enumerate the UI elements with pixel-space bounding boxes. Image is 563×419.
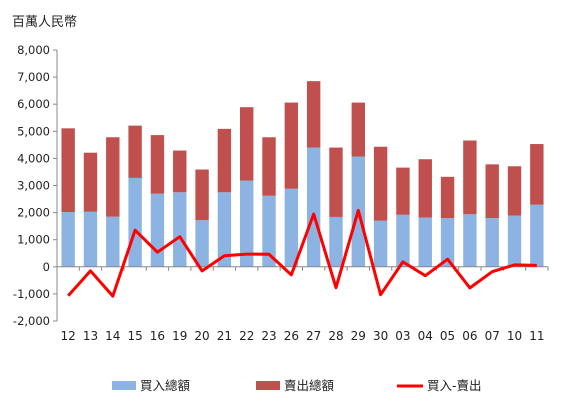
y-tick-label: 8,000 [17,43,50,57]
bar-buy-total [240,180,254,267]
bar-buy-total [217,192,232,267]
x-tick-label: 20 [194,329,209,343]
bar-sell-total [217,128,232,193]
legend-label-sell: 賣出總額 [284,378,335,393]
bar-buy-total [485,218,499,267]
x-tick-label: 22 [239,329,254,343]
bar-sell-total [396,167,410,215]
bar-sell-total [150,135,165,194]
bar-sell-total [262,137,276,196]
bar-sell-total [61,128,75,213]
bar-buy-total [418,217,432,267]
bar-sell-total [418,159,432,218]
x-tick-label: 10 [507,329,522,343]
y-tick-label: -1,000 [13,287,50,301]
bar-buy-total [61,212,75,267]
y-tick-label: 2,000 [17,206,50,220]
x-tick-label: 03 [395,329,410,343]
bar-sell-total [329,147,343,217]
y-tick-label: 1,000 [17,233,50,247]
bar-sell-total [128,125,142,178]
bar-sell-total [440,176,455,219]
bar-buy-total [173,192,187,267]
bar-buy-total [83,211,98,267]
bar-buy-total [195,220,209,267]
x-tick-label: 06 [462,329,477,343]
bar-sell-total [485,164,499,219]
bar-buy-total [463,214,477,267]
legend: 買入總額 賣出總額 買入-賣出 [112,378,482,393]
bar-buy-total [106,216,120,267]
bar-buy-total [329,216,343,267]
x-tick-label: 07 [485,329,500,343]
bar-buy-total [530,204,544,267]
bar-buy-total [373,220,388,267]
y-tick-label: 4,000 [17,151,50,165]
bar-sell-total [195,169,209,221]
x-tick-label: 14 [105,329,120,343]
legend-label-buy: 買入總額 [140,378,191,393]
x-tick-label: 11 [529,329,544,343]
bar-buy-total [128,177,142,267]
bar-sell-total [373,146,388,221]
x-tick-label: 27 [306,329,321,343]
bar-sell-total [507,166,522,216]
bar-sell-total [351,102,365,157]
unit-label: 百萬人民幣 [12,15,77,30]
bar-buy-total [262,195,276,267]
series-line-net [67,208,537,298]
y-tick-label: 6,000 [17,97,50,111]
x-tick-label: 21 [217,329,232,343]
bar-sell-total [463,140,477,215]
y-tick-label: 0 [43,260,50,274]
bar-sell-total [306,81,321,148]
y-tick-label: 5,000 [17,124,50,138]
y-tick-label: -2,000 [13,314,50,328]
y-tick-label: 7,000 [17,70,50,84]
bar-sell-total [530,144,544,205]
legend-swatch-sell [256,381,280,390]
bar-buy-total [306,147,321,267]
y-tick-label: 3,000 [17,179,50,193]
x-tick-label: 28 [328,329,343,343]
x-tick-label: 04 [418,329,433,343]
bar-buy-total [284,188,299,267]
x-tick-label: 16 [150,329,165,343]
legend-label-net: 買入-賣出 [427,378,482,393]
bar-sell-total [106,137,120,217]
plot-area: -2,000 -1,000 0 1,000 2,000 3,000 4,000 5,000 6,… [13,43,549,343]
legend-swatch-buy [112,381,136,390]
x-tick-label: 23 [261,329,276,343]
bar-buy-total [507,215,522,267]
x-tick-label: 05 [440,329,455,343]
x-tick-label: 30 [373,329,388,343]
bar-sell-total [240,107,254,181]
x-tick-label: 15 [127,329,142,343]
bar-sell-total [284,102,299,189]
x-tick-label: 26 [284,329,299,343]
x-tick-label: 13 [83,329,98,343]
bar-sell-total [83,152,98,212]
x-tick-label: 19 [172,329,187,343]
bar-buy-total [440,218,455,267]
bar-sell-total [173,150,187,193]
x-tick-label: 12 [61,329,76,343]
x-tick-label: 29 [351,329,366,343]
bar-buy-total [150,193,165,267]
bar-buy-total [396,214,410,267]
